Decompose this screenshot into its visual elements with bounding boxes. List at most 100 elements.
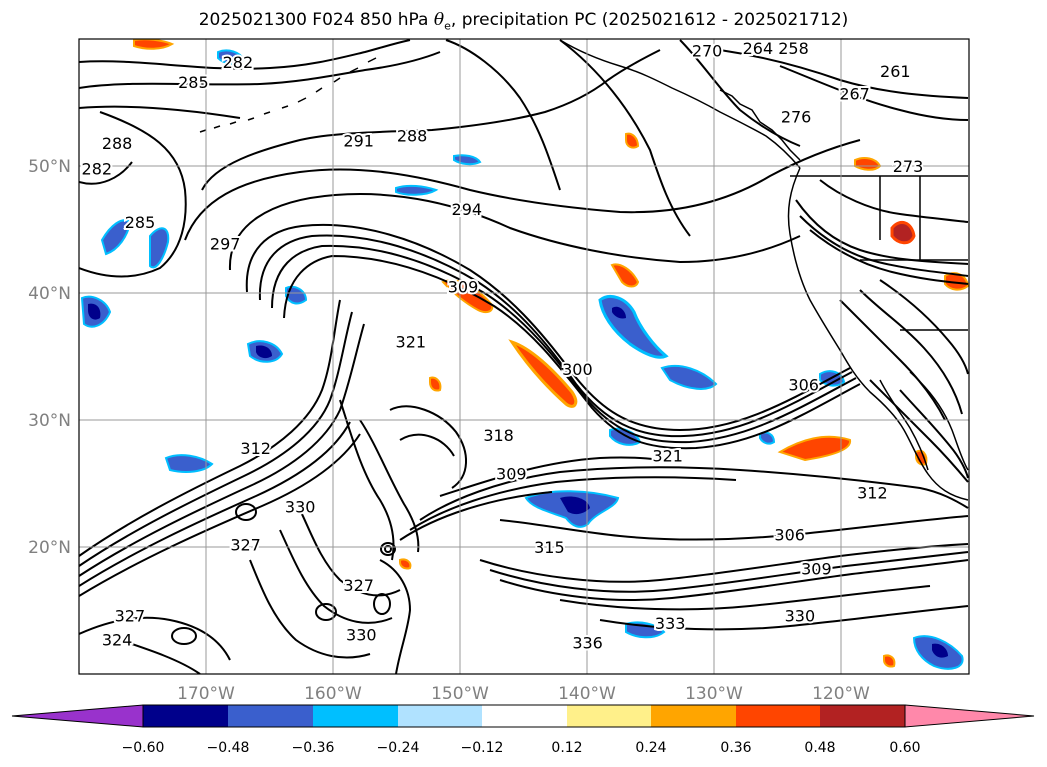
contour-line — [379, 559, 411, 674]
contour-labels: 285 282 288 282 291 288 285 297 294 309 321 300 306 3… — [80, 39, 926, 654]
contour-line — [299, 509, 401, 597]
contour-line — [119, 639, 201, 674]
contour-line — [879, 279, 969, 375]
contour-line — [171, 627, 197, 645]
colorbar-bin — [228, 705, 313, 727]
contour-line — [245, 223, 851, 431]
contour-line — [258, 234, 853, 438]
colorbar-tick-label: 0.12 — [551, 740, 582, 756]
contour-label: 270 — [692, 41, 723, 60]
precip-positive-area — [610, 263, 640, 288]
contour-label: 294 — [452, 200, 483, 219]
lon-label: 170°W — [177, 684, 235, 704]
contour-line — [79, 323, 365, 577]
border-states — [860, 176, 968, 261]
contour-line — [499, 559, 969, 601]
contour-line — [79, 39, 411, 70]
colorbar: −0.60 −0.48 −0.36 −0.24 −0.12 0.12 0.24 … — [11, 704, 1035, 756]
contour-line — [409, 476, 737, 531]
contour-label: 285 — [178, 73, 209, 92]
contour-line — [315, 603, 337, 621]
contour-label: 312 — [857, 483, 888, 502]
colorbar-tick-label: 0.60 — [889, 740, 920, 756]
colorbar-bin — [398, 705, 482, 727]
colorbar-extend-low — [11, 704, 144, 728]
lat-label: 40°N — [28, 284, 71, 304]
contour-line — [599, 605, 969, 631]
contour-label: 273 — [893, 157, 924, 176]
precip-negative-area — [453, 154, 482, 166]
contour-label: 333 — [655, 614, 686, 633]
gridlines — [79, 39, 969, 674]
contour-label: 306 — [774, 525, 805, 544]
contour-line — [373, 593, 391, 615]
contour-label: 297 — [210, 235, 241, 254]
contour-label: 309 — [496, 464, 527, 483]
contour-line — [489, 551, 969, 593]
contour-label: 264 — [743, 39, 774, 58]
contour-line — [201, 49, 661, 191]
contour-label: 276 — [781, 108, 812, 127]
contour-line — [869, 379, 969, 483]
precip-positive-area — [777, 435, 852, 462]
coastline-alaska — [559, 39, 801, 169]
colorbar-bin — [820, 705, 905, 727]
contour-line — [380, 542, 396, 556]
contour-line — [559, 39, 691, 237]
coastline-north-america — [787, 167, 969, 501]
contour-label: 324 — [102, 631, 133, 650]
contour-label: 309 — [448, 278, 479, 297]
colorbar-tick-label: −0.36 — [292, 740, 335, 756]
colorbar-tick-label: −0.60 — [122, 740, 165, 756]
lon-label: 130°W — [685, 684, 743, 704]
precip-positive-area — [441, 279, 494, 314]
lat-label: 30°N — [28, 411, 71, 431]
contour-line — [819, 179, 969, 223]
theta-e-contours — [79, 39, 969, 674]
figure-title: 2025021300 F024 850 hPa θe, precipitatio… — [198, 10, 849, 33]
contour-line — [479, 543, 969, 583]
contour-line — [79, 299, 341, 557]
contour-line — [79, 616, 231, 661]
contour-line — [419, 466, 969, 521]
precip-positive-area — [133, 39, 175, 50]
contour-label: 318 — [483, 426, 514, 445]
precip-positive-area — [429, 376, 442, 392]
contour-line — [439, 456, 681, 497]
contour-label: 321 — [652, 447, 683, 466]
lon-label: 150°W — [431, 684, 489, 704]
contour-label: 327 — [343, 576, 374, 595]
precip-negative-area — [164, 454, 214, 473]
contour-line — [795, 199, 969, 265]
contour-label: 300 — [562, 360, 593, 379]
contour-line — [839, 299, 946, 421]
precip-negative-area — [395, 184, 439, 196]
contour-label: 285 — [125, 213, 156, 232]
precip-negative-area — [598, 295, 669, 359]
contour-line — [79, 51, 441, 89]
contour-line — [679, 39, 801, 147]
precip-negative-area — [285, 285, 308, 305]
precip-negative-area — [932, 643, 948, 658]
coastline-baja — [879, 379, 929, 471]
contour-line — [339, 399, 395, 561]
colorbar-bin — [651, 705, 736, 727]
precip-shading — [80, 39, 969, 670]
contour-label: 330 — [346, 626, 377, 645]
contour-label: 312 — [240, 439, 271, 458]
contour-label: 336 — [572, 633, 603, 652]
contour-label: 327 — [115, 607, 146, 626]
contour-line — [279, 529, 393, 624]
contour-line — [779, 65, 969, 121]
colorbar-extend-high — [904, 704, 1035, 728]
precip-negative-area — [256, 345, 272, 359]
colorbar-tick-label: 0.48 — [804, 740, 835, 756]
contour-line — [399, 433, 455, 457]
lat-label: 50°N — [28, 157, 71, 177]
contour-line — [384, 545, 392, 553]
contour-line — [445, 39, 561, 191]
contour-line — [79, 421, 351, 587]
axis-labels: 170°W 160°W 150°W 140°W 130°W 120°W 50°N… — [28, 157, 870, 704]
